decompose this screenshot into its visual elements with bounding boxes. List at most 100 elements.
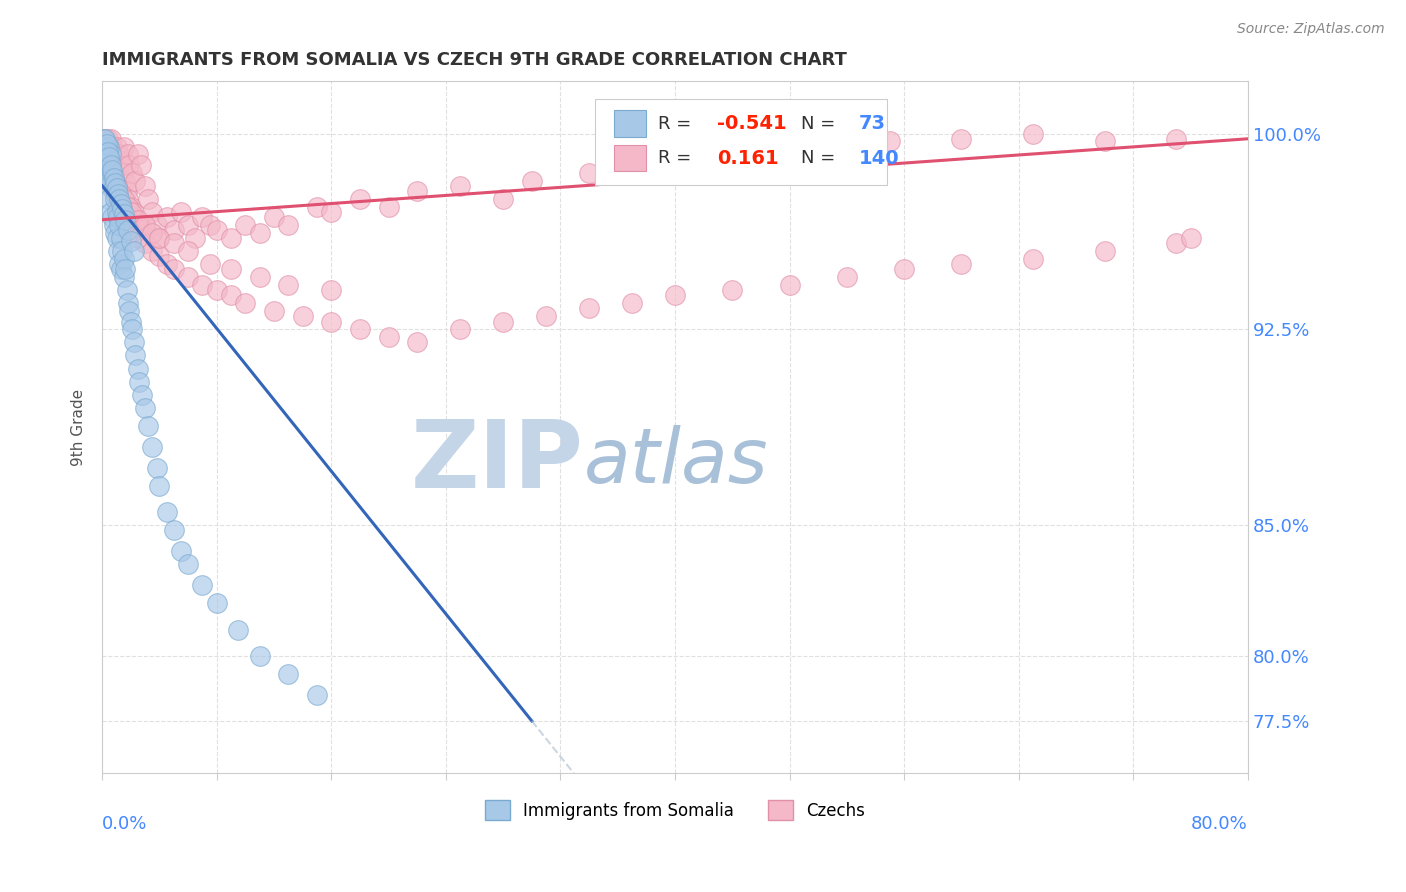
Y-axis label: 9th Grade: 9th Grade [72, 389, 86, 466]
Point [100, 166, 122, 180]
Point [127, 212, 149, 227]
Point [101, 170, 124, 185]
Point [249, 648, 271, 663]
Text: 73: 73 [858, 114, 886, 133]
Point [98, 192, 121, 206]
Point [115, 184, 138, 198]
Text: 140: 140 [858, 149, 898, 168]
Point [134, 401, 156, 415]
Point [492, 192, 515, 206]
Point [107, 244, 129, 258]
Point [145, 218, 167, 232]
Bar [614, 145, 647, 171]
Point [406, 184, 429, 198]
Point [112, 220, 135, 235]
Point [277, 277, 299, 292]
Point [117, 200, 139, 214]
Point [835, 270, 858, 285]
Point [377, 330, 399, 344]
Point [96, 145, 118, 159]
Text: 0.161: 0.161 [717, 149, 779, 168]
Point [105, 192, 128, 206]
Point [205, 223, 228, 237]
Point [120, 314, 142, 328]
Point [108, 218, 131, 232]
Point [163, 236, 186, 251]
Text: atlas: atlas [583, 425, 768, 499]
Point [98, 139, 121, 153]
Point [305, 200, 328, 214]
Point [148, 231, 170, 245]
Point [121, 166, 143, 180]
Point [205, 597, 228, 611]
Point [94, 132, 117, 146]
Point [131, 223, 153, 237]
Text: IMMIGRANTS FROM SOMALIA VS CZECH 9TH GRADE CORRELATION CHART: IMMIGRANTS FROM SOMALIA VS CZECH 9TH GRA… [103, 51, 846, 69]
Point [112, 270, 135, 285]
Point [120, 200, 142, 214]
Point [349, 192, 371, 206]
Point [148, 249, 170, 263]
Point [664, 288, 686, 302]
Point [136, 192, 159, 206]
Point [100, 158, 122, 172]
Point [117, 192, 139, 206]
Point [98, 166, 121, 180]
Point [156, 210, 179, 224]
Point [636, 158, 658, 172]
Point [114, 262, 136, 277]
Point [492, 314, 515, 328]
Point [97, 132, 120, 146]
Legend: Immigrants from Somalia, Czechs: Immigrants from Somalia, Czechs [478, 794, 872, 827]
Point [105, 139, 128, 153]
Point [145, 460, 167, 475]
Text: R =: R = [658, 149, 697, 167]
Point [114, 173, 136, 187]
Point [101, 163, 124, 178]
Point [520, 173, 543, 187]
Point [191, 210, 214, 224]
Point [1022, 127, 1045, 141]
Point [111, 202, 134, 217]
Point [163, 524, 186, 538]
Point [107, 186, 129, 201]
Point [97, 153, 120, 167]
Point [1094, 135, 1116, 149]
Point [950, 257, 973, 271]
Point [115, 283, 138, 297]
Point [807, 139, 830, 153]
Point [134, 178, 156, 193]
Point [117, 147, 139, 161]
Point [177, 244, 200, 258]
Point [105, 192, 128, 206]
Point [148, 479, 170, 493]
Point [156, 257, 179, 271]
Text: 80.0%: 80.0% [1191, 814, 1249, 833]
Text: R =: R = [658, 114, 697, 133]
Point [128, 218, 150, 232]
Point [103, 178, 125, 193]
Point [104, 226, 127, 240]
Point [108, 192, 131, 206]
Point [97, 170, 120, 185]
Point [249, 226, 271, 240]
Point [103, 170, 125, 185]
Point [277, 667, 299, 681]
Point [97, 166, 120, 180]
Point [127, 361, 149, 376]
Point [94, 147, 117, 161]
Point [1166, 236, 1188, 251]
Point [103, 184, 125, 198]
Point [111, 244, 134, 258]
Point [104, 184, 127, 198]
Point [122, 244, 145, 258]
Point [534, 310, 557, 324]
Point [98, 166, 121, 180]
Point [101, 139, 124, 153]
Point [107, 210, 129, 224]
Point [103, 147, 125, 161]
Point [111, 215, 134, 229]
Point [114, 212, 136, 227]
Point [105, 205, 128, 219]
Point [121, 322, 143, 336]
